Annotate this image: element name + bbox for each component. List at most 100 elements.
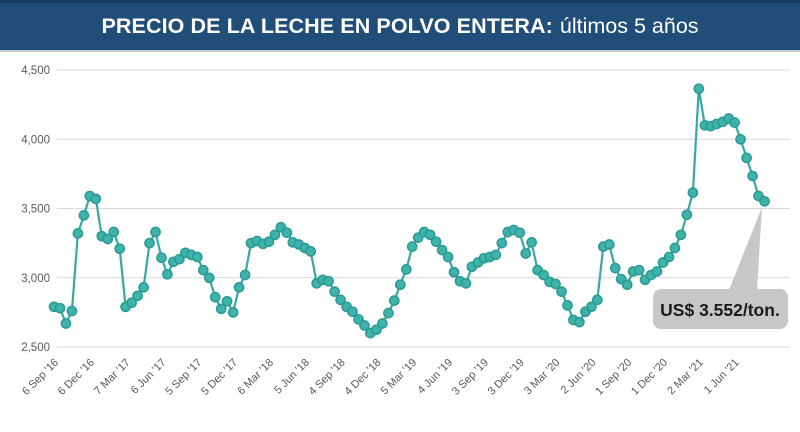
x-axis-label: 3 Mar '20 xyxy=(522,357,563,398)
data-point xyxy=(359,320,370,331)
price-chart: 2,500 3,000 3,500 4,000 4,500 6 Sep '166 Dec… xyxy=(20,65,790,398)
x-axis-label: 3 Sep '19 xyxy=(450,357,491,398)
x-axis-label: 1 Dec '20 xyxy=(629,357,670,398)
data-point xyxy=(197,264,209,276)
data-point xyxy=(371,324,382,336)
data-point xyxy=(353,313,364,325)
data-point xyxy=(215,303,227,315)
x-axis-label: 1 Jun '21 xyxy=(702,357,742,397)
data-point xyxy=(150,226,161,238)
price-series xyxy=(48,83,770,339)
data-point xyxy=(174,253,185,265)
data-point xyxy=(687,187,699,198)
callout: US$ 3.552/ton. xyxy=(653,207,788,329)
data-point xyxy=(281,227,293,239)
data-point xyxy=(156,252,167,264)
data-point xyxy=(221,295,233,307)
data-point xyxy=(269,229,281,241)
data-point xyxy=(490,249,502,261)
data-point xyxy=(72,228,84,239)
x-axis-label: 6 Mar '18 xyxy=(235,357,276,398)
data-point xyxy=(144,237,155,249)
x-axis-label: 4 Sep '18 xyxy=(307,357,348,398)
data-point xyxy=(132,290,143,302)
data-point xyxy=(406,241,418,252)
y-axis: 2,500 3,000 3,500 4,000 4,500 xyxy=(21,65,50,354)
data-point xyxy=(394,279,406,291)
data-point xyxy=(633,264,645,276)
data-point xyxy=(556,286,567,297)
x-axis-label: 6 Jun '17 xyxy=(129,357,169,397)
data-point xyxy=(66,305,78,317)
data-point xyxy=(305,246,317,257)
data-point xyxy=(574,316,585,328)
data-point xyxy=(562,300,573,311)
data-point xyxy=(621,279,633,291)
y-axis-label: 4,000 xyxy=(21,134,50,146)
data-point xyxy=(78,210,90,221)
data-point xyxy=(550,278,561,290)
data-point xyxy=(347,306,358,318)
data-point xyxy=(520,248,532,259)
data-point xyxy=(209,291,221,303)
x-axis: 6 Sep '166 Dec '167 Mar '176 Jun '175 Se… xyxy=(20,357,742,398)
data-point xyxy=(591,294,603,306)
data-point xyxy=(335,294,346,306)
data-point xyxy=(54,302,66,314)
x-axis-label: 6 Dec '16 xyxy=(56,357,97,398)
data-point xyxy=(138,282,149,293)
x-axis-label: 3 Dec '19 xyxy=(486,357,527,398)
x-axis-label: 5 Mar '19 xyxy=(379,357,420,398)
data-point xyxy=(609,262,621,274)
data-point xyxy=(377,318,388,329)
chart-title-main: PRECIO DE LA LECHE EN POLVO ENTERA: xyxy=(101,14,553,38)
data-point xyxy=(460,277,472,289)
data-point xyxy=(538,269,549,281)
chart-title-sub: últimos 5 años xyxy=(559,14,699,38)
x-axis-label: 2 Jun '20 xyxy=(559,357,599,397)
x-axis-label: 1 Sep '20 xyxy=(593,357,634,398)
data-point xyxy=(681,209,693,221)
data-point xyxy=(233,282,245,293)
x-axis-label: 5 Jun '18 xyxy=(272,357,312,397)
y-axis-label: 3,000 xyxy=(21,273,50,285)
x-axis-label: 4 Dec '18 xyxy=(342,357,383,398)
title-bar-top-strip xyxy=(0,0,800,3)
data-point xyxy=(191,251,203,263)
x-axis-label: 4 Jun '19 xyxy=(415,357,455,397)
data-point xyxy=(448,266,460,278)
data-point xyxy=(227,307,239,318)
data-point xyxy=(603,239,615,250)
data-point xyxy=(263,236,275,248)
data-point xyxy=(663,251,675,263)
data-point xyxy=(90,193,102,205)
data-point xyxy=(747,170,758,182)
y-axis-label: 2,500 xyxy=(21,342,50,354)
x-axis-label: 2 Mar '21 xyxy=(665,357,706,398)
data-point xyxy=(162,268,173,280)
x-axis-label: 5 Sep '17 xyxy=(163,357,204,398)
data-point xyxy=(114,243,126,255)
data-point xyxy=(651,266,663,277)
data-point xyxy=(383,307,394,319)
data-point xyxy=(388,295,400,306)
x-axis-label: 7 Mar '17 xyxy=(92,357,133,398)
callout-box xyxy=(653,289,788,329)
callout-text: US$ 3.552/ton. xyxy=(660,300,780,320)
data-point xyxy=(442,251,454,263)
y-axis-label: 4,500 xyxy=(21,65,50,77)
data-point xyxy=(424,229,436,241)
data-point xyxy=(729,117,740,128)
data-point xyxy=(693,83,705,95)
data-point xyxy=(323,275,334,287)
data-point xyxy=(239,269,251,281)
data-point xyxy=(741,152,752,164)
data-point xyxy=(586,301,597,313)
data-point xyxy=(203,272,215,284)
data-point xyxy=(514,227,526,239)
data-point xyxy=(126,297,137,309)
title-bar: PRECIO DE LA LECHE EN POLVO ENTERA: últi… xyxy=(0,3,800,52)
data-point xyxy=(675,229,687,241)
data-point xyxy=(329,286,340,297)
